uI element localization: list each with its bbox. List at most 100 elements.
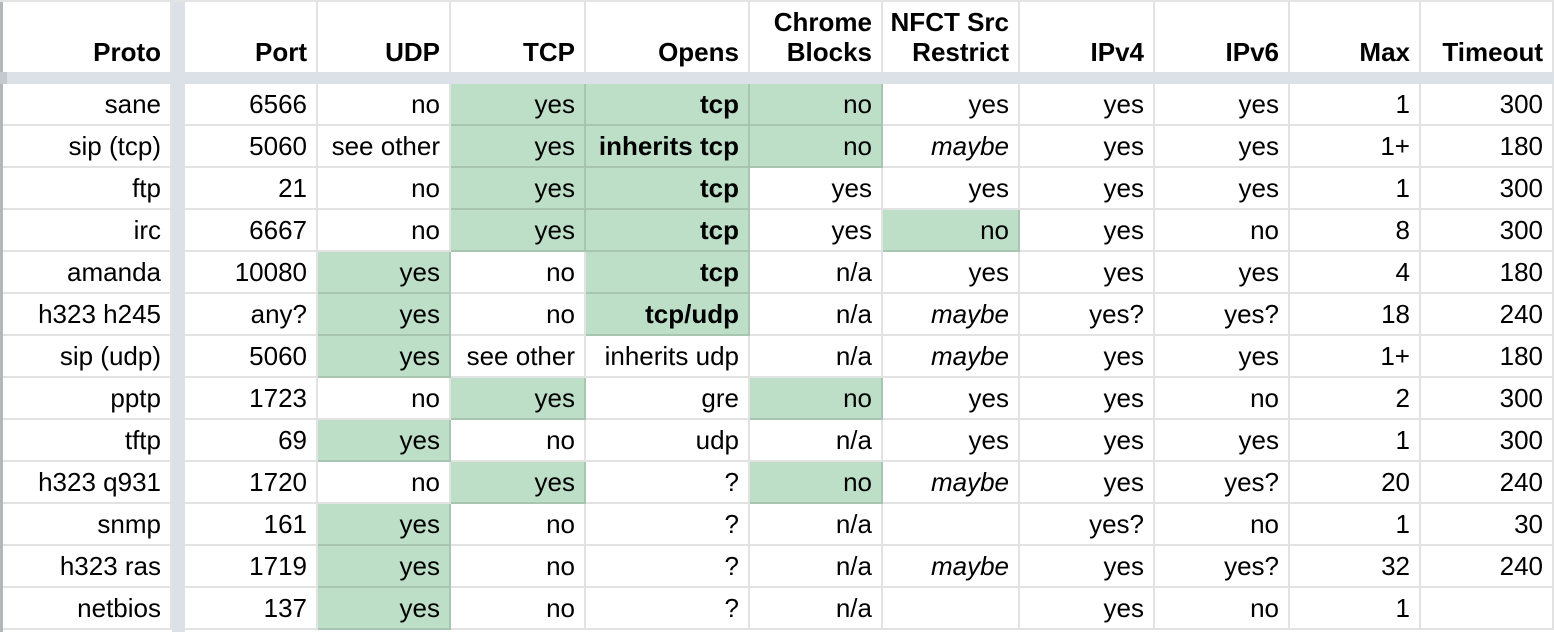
cell-r7-max[interactable]: 1+ — [1290, 336, 1421, 378]
cell-r1-ipv6[interactable]: yes — [1155, 84, 1290, 126]
cell-r9-nfct-src-restrict[interactable]: yes — [883, 420, 1020, 462]
cell-r5-tcp[interactable]: no — [451, 252, 586, 294]
cell-r7-port[interactable]: 5060 — [185, 336, 318, 378]
cell-r11-chrome-blocks[interactable]: n/a — [750, 504, 883, 546]
cell-r10-proto[interactable]: h323 q931 — [0, 462, 172, 504]
frozen-column-divider[interactable] — [172, 336, 185, 378]
cell-r11-opens[interactable]: ? — [586, 504, 750, 546]
cell-r3-proto[interactable]: ftp — [0, 168, 172, 210]
cell-r7-ipv6[interactable]: yes — [1155, 336, 1290, 378]
cell-r1-tcp[interactable]: yes — [451, 84, 586, 126]
cell-r13-tcp[interactable]: no — [451, 588, 586, 630]
cell-r8-opens[interactable]: gre — [586, 378, 750, 420]
cell-r10-tcp[interactable]: yes — [451, 462, 586, 504]
cell-r2-tcp[interactable]: yes — [451, 126, 586, 168]
cell-r9-chrome-blocks[interactable]: n/a — [750, 420, 883, 462]
cell-r12-udp[interactable]: yes — [318, 546, 451, 588]
cell-r1-ipv4[interactable]: yes — [1020, 84, 1155, 126]
header-chrome-blocks[interactable]: Chrome Blocks — [750, 2, 883, 72]
frozen-column-divider[interactable] — [172, 420, 185, 462]
cell-r7-opens[interactable]: inherits udp — [586, 336, 750, 378]
cell-r8-proto[interactable]: pptp — [0, 378, 172, 420]
frozen-column-divider[interactable] — [172, 168, 185, 210]
cell-r3-opens[interactable]: tcp — [586, 168, 750, 210]
cell-r3-tcp[interactable]: yes — [451, 168, 586, 210]
header-port[interactable]: Port — [185, 2, 318, 72]
cell-r2-max[interactable]: 1+ — [1290, 126, 1421, 168]
cell-r9-port[interactable]: 69 — [185, 420, 318, 462]
cell-r13-nfct-src-restrict[interactable] — [883, 588, 1020, 630]
cell-r12-opens[interactable]: ? — [586, 546, 750, 588]
cell-r6-chrome-blocks[interactable]: n/a — [750, 294, 883, 336]
cell-r4-opens[interactable]: tcp — [586, 210, 750, 252]
cell-r6-max[interactable]: 18 — [1290, 294, 1421, 336]
cell-r1-max[interactable]: 1 — [1290, 84, 1421, 126]
frozen-column-divider[interactable] — [172, 126, 185, 168]
cell-r6-ipv6[interactable]: yes? — [1155, 294, 1290, 336]
cell-r10-port[interactable]: 1720 — [185, 462, 318, 504]
cell-r12-proto[interactable]: h323 ras — [0, 546, 172, 588]
cell-r9-udp[interactable]: yes — [318, 420, 451, 462]
cell-r11-tcp[interactable]: no — [451, 504, 586, 546]
frozen-column-divider[interactable] — [172, 588, 185, 630]
cell-r8-max[interactable]: 2 — [1290, 378, 1421, 420]
cell-r1-udp[interactable]: no — [318, 84, 451, 126]
frozen-column-divider[interactable] — [172, 252, 185, 294]
cell-r10-max[interactable]: 20 — [1290, 462, 1421, 504]
cell-r5-nfct-src-restrict[interactable]: yes — [883, 252, 1020, 294]
cell-r2-timeout[interactable]: 180 — [1421, 126, 1554, 168]
frozen-column-divider[interactable] — [172, 294, 185, 336]
cell-r12-chrome-blocks[interactable]: n/a — [750, 546, 883, 588]
frozen-column-divider[interactable] — [172, 84, 185, 126]
cell-r5-ipv4[interactable]: yes — [1020, 252, 1155, 294]
cell-r13-ipv4[interactable]: yes — [1020, 588, 1155, 630]
header-udp[interactable]: UDP — [318, 2, 451, 72]
cell-r7-timeout[interactable]: 180 — [1421, 336, 1554, 378]
cell-r3-chrome-blocks[interactable]: yes — [750, 168, 883, 210]
cell-r3-nfct-src-restrict[interactable]: yes — [883, 168, 1020, 210]
cell-r13-ipv6[interactable]: no — [1155, 588, 1290, 630]
cell-r7-ipv4[interactable]: yes — [1020, 336, 1155, 378]
cell-r7-tcp[interactable]: see other — [451, 336, 586, 378]
cell-r5-timeout[interactable]: 180 — [1421, 252, 1554, 294]
cell-r3-udp[interactable]: no — [318, 168, 451, 210]
cell-r10-ipv4[interactable]: yes — [1020, 462, 1155, 504]
frozen-row-divider[interactable] — [0, 72, 1554, 84]
cell-r10-timeout[interactable]: 240 — [1421, 462, 1554, 504]
cell-r4-udp[interactable]: no — [318, 210, 451, 252]
cell-r7-proto[interactable]: sip (udp) — [0, 336, 172, 378]
cell-r4-ipv6[interactable]: no — [1155, 210, 1290, 252]
cell-r10-chrome-blocks[interactable]: no — [750, 462, 883, 504]
frozen-column-divider[interactable] — [172, 378, 185, 420]
cell-r8-tcp[interactable]: yes — [451, 378, 586, 420]
cell-r4-timeout[interactable]: 300 — [1421, 210, 1554, 252]
cell-r12-tcp[interactable]: no — [451, 546, 586, 588]
cell-r3-ipv4[interactable]: yes — [1020, 168, 1155, 210]
cell-r4-tcp[interactable]: yes — [451, 210, 586, 252]
frozen-column-divider[interactable] — [172, 546, 185, 588]
cell-r5-max[interactable]: 4 — [1290, 252, 1421, 294]
cell-r4-proto[interactable]: irc — [0, 210, 172, 252]
header-max[interactable]: Max — [1290, 2, 1421, 72]
cell-r12-timeout[interactable]: 240 — [1421, 546, 1554, 588]
frozen-column-divider[interactable] — [172, 210, 185, 252]
cell-r3-ipv6[interactable]: yes — [1155, 168, 1290, 210]
cell-r13-timeout[interactable] — [1421, 588, 1554, 630]
cell-r11-max[interactable]: 1 — [1290, 504, 1421, 546]
header-ipv4[interactable]: IPv4 — [1020, 2, 1155, 72]
header-nfct-src-restrict[interactable]: NFCT Src Restrict — [883, 2, 1020, 72]
cell-r1-chrome-blocks[interactable]: no — [750, 84, 883, 126]
cell-r11-ipv6[interactable]: no — [1155, 504, 1290, 546]
cell-r6-proto[interactable]: h323 h245 — [0, 294, 172, 336]
cell-r9-opens[interactable]: udp — [586, 420, 750, 462]
cell-r1-port[interactable]: 6566 — [185, 84, 318, 126]
cell-r9-ipv4[interactable]: yes — [1020, 420, 1155, 462]
cell-r5-opens[interactable]: tcp — [586, 252, 750, 294]
cell-r9-proto[interactable]: tftp — [0, 420, 172, 462]
cell-r9-tcp[interactable]: no — [451, 420, 586, 462]
cell-r7-nfct-src-restrict[interactable]: maybe — [883, 336, 1020, 378]
cell-r4-chrome-blocks[interactable]: yes — [750, 210, 883, 252]
frozen-column-divider[interactable] — [172, 2, 185, 72]
cell-r12-port[interactable]: 1719 — [185, 546, 318, 588]
cell-r6-nfct-src-restrict[interactable]: maybe — [883, 294, 1020, 336]
